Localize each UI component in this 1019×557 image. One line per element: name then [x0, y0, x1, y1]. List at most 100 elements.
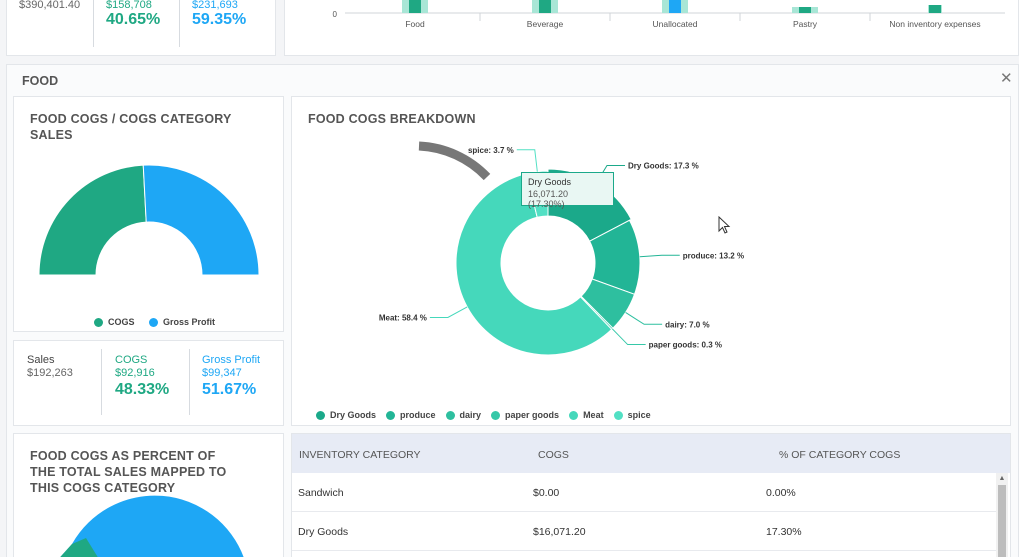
legend-item-gross-profit[interactable]: Gross Profit — [148, 317, 215, 328]
legend-item-spice[interactable]: spice — [613, 410, 651, 421]
cell-cogs: $0.00 — [533, 487, 560, 499]
legend-label: Meat — [583, 410, 604, 420]
top-bar — [539, 0, 551, 13]
table-header: INVENTORY CATEGORY COGS % OF CATEGORY CO… — [292, 434, 1010, 473]
percent-card-title: FOOD COGS AS PERCENT OF THE TOTAL SALES … — [30, 449, 227, 495]
legend-dot-icon — [316, 411, 325, 421]
top-category-label: Beverage — [527, 19, 564, 29]
gp-amount: $99,347 — [202, 367, 242, 379]
top-bar-chart-card: 0 Food Beverage Unallocated Pastry Non inven… — [284, 0, 1019, 56]
cell-category: Sandwich — [298, 487, 344, 499]
leader-line — [516, 149, 538, 172]
legend-item-paper-goods[interactable]: paper goods — [491, 410, 559, 421]
legend-label: dairy — [459, 410, 482, 420]
divider — [101, 349, 102, 415]
top-bar — [409, 0, 421, 13]
legend-dot-icon — [386, 411, 396, 421]
table-row[interactable]: Sandwich $0.00 0.00% — [292, 473, 996, 512]
cogs-label: COGS — [115, 354, 148, 366]
close-icon[interactable]: ✕ — [1000, 70, 1013, 87]
header-inventory-category[interactable]: INVENTORY CATEGORY — [299, 449, 421, 461]
scrollbar-thumb[interactable] — [998, 485, 1006, 557]
panel-title: FOOD — [22, 74, 59, 88]
leader-line — [639, 254, 680, 258]
legend-dot-icon — [94, 318, 103, 328]
cogs-pct: 48.33% — [115, 381, 170, 398]
chart-tooltip: Dry Goods 16,071.20 (17.30%) — [521, 172, 614, 209]
pie-slice-cogs — [60, 538, 98, 557]
data-label: dairy: 7.0 % — [665, 320, 709, 329]
legend-dot-icon — [491, 411, 501, 421]
divider — [179, 0, 180, 47]
top-gp-amount: $231,693 — [192, 0, 238, 11]
breakdown-title: FOOD COGS BREAKDOWN — [308, 112, 476, 126]
top-bar — [799, 7, 811, 13]
breakdown-legend: Dry Goods produce dairy paper goods Meat spic… — [316, 405, 661, 423]
data-label: paper goods: 0.3 % — [649, 341, 722, 350]
legend-dot-icon — [445, 411, 455, 421]
donut-slice-meat — [455, 172, 613, 356]
stats-card: Sales $192,263 COGS $92,916 48.33% Gross… — [13, 340, 284, 426]
top-bar-chart: 0 Food Beverage Unallocated Pastry Non inven… — [333, 0, 1005, 29]
top-category-label: Non inventory expenses — [889, 19, 980, 29]
table-row[interactable]: Dry Goods $16,071.20 17.30% — [292, 512, 996, 551]
category-sales-card: FOOD COGS / COGS CATEGORY SALES COGS Gro… — [13, 96, 284, 332]
legend-dot-icon — [613, 411, 623, 421]
category-sales-legend: COGS Gross Profit — [94, 312, 225, 330]
legend-item-dairy[interactable]: dairy — [445, 410, 482, 421]
top-zero-tick: 0 — [333, 10, 338, 19]
legend-label: Dry Goods — [330, 410, 377, 420]
cell-cogs: $16,071.20 — [533, 526, 586, 538]
top-category-label: Food — [405, 19, 425, 29]
divider — [189, 349, 190, 415]
percent-pie-chart — [60, 495, 244, 557]
data-label: Meat: 58.4 % — [379, 313, 427, 322]
semi-donut-slice-cogs — [38, 164, 147, 276]
top-bar — [929, 5, 941, 13]
header-cogs[interactable]: COGS — [538, 449, 569, 461]
gp-label: Gross Profit — [202, 354, 261, 366]
inventory-table-card: INVENTORY CATEGORY COGS % OF CATEGORY CO… — [291, 433, 1011, 557]
cell-category: Dry Goods — [298, 526, 349, 538]
sales-amount: $192,263 — [27, 367, 73, 379]
data-label: Dry Goods: 17.3 % — [628, 161, 699, 170]
leader-line — [625, 312, 663, 325]
top-cogs-amount: $158,708 — [106, 0, 152, 11]
legend-label: Gross Profit — [162, 317, 215, 327]
scroll-up-arrow-icon[interactable]: ▲ — [998, 475, 1006, 482]
sales-label: Sales — [27, 354, 55, 366]
legend-item-produce[interactable]: produce — [386, 410, 436, 421]
leader-line — [429, 306, 468, 318]
breakdown-donut-chart: Dry Goods: 17.3 % produce: 13.2 % dairy: 7… — [379, 141, 744, 356]
tooltip-title: Dry Goods — [528, 177, 572, 187]
top-category-label: Pastry — [793, 19, 818, 29]
category-sales-title: FOOD COGS / COGS CATEGORY SALES — [30, 112, 232, 142]
legend-item-meat[interactable]: Meat — [569, 410, 604, 421]
tooltip-value: 16,071.20 (17.30%) — [528, 189, 569, 209]
legend-item-dry-goods[interactable]: Dry Goods — [316, 410, 377, 421]
top-gp-pct: 59.35% — [192, 11, 247, 28]
top-total-amount: $390,401.40 — [19, 0, 81, 11]
legend-label: COGS — [108, 317, 135, 327]
legend-item-cogs[interactable]: COGS — [94, 317, 135, 328]
top-cogs-pct: 40.65% — [106, 11, 161, 28]
top-category-label: Unallocated — [653, 19, 698, 29]
category-sales-chart — [38, 164, 260, 276]
cogs-amount: $92,916 — [115, 367, 155, 379]
leader-line — [611, 328, 646, 346]
gp-pct: 51.67% — [202, 381, 257, 398]
spice-highlight-arc — [418, 141, 491, 181]
legend-dot-icon — [569, 411, 579, 421]
data-label: spice: 3.7 % — [468, 146, 514, 155]
breakdown-card: FOOD COGS BREAKDOWN Dry Goods: 17.3 % pro… — [291, 96, 1011, 426]
pie-slice-gross-profit — [60, 495, 244, 557]
cell-pct: 0.00% — [766, 487, 796, 499]
header-pct-category-cogs[interactable]: % OF CATEGORY COGS — [779, 449, 901, 461]
percent-card: FOOD COGS AS PERCENT OF THE TOTAL SALES … — [13, 433, 284, 557]
table-scrollbar[interactable]: ▲ — [996, 473, 1008, 557]
mouse-cursor-icon — [718, 216, 731, 234]
top-bar — [669, 0, 681, 13]
divider — [93, 0, 94, 47]
legend-label: spice — [627, 410, 651, 420]
legend-label: produce — [400, 410, 436, 420]
